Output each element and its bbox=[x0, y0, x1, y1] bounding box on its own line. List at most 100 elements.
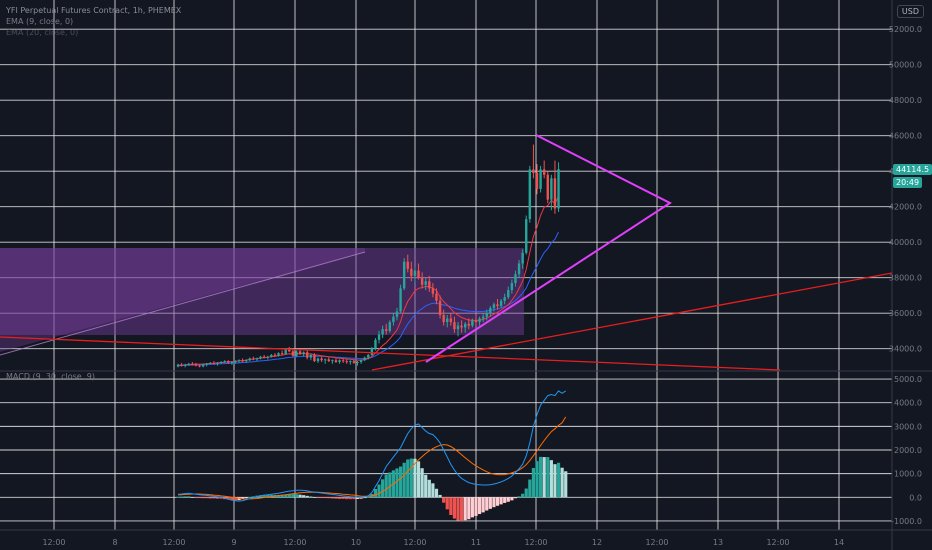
macd-histogram-bar bbox=[413, 458, 417, 498]
macd-legend[interactable]: MACD (9, 30, close, 9) bbox=[6, 372, 95, 381]
candle-body bbox=[237, 360, 241, 362]
candle-body bbox=[259, 356, 262, 359]
macd-histogram-bar bbox=[337, 497, 342, 499]
macd-histogram-bar bbox=[495, 497, 500, 506]
candle-body bbox=[187, 363, 190, 365]
macd-histogram-bar bbox=[528, 479, 532, 498]
candle-body bbox=[474, 320, 478, 323]
candle-body bbox=[176, 364, 180, 367]
candle-body bbox=[345, 361, 348, 363]
candle-body bbox=[528, 169, 532, 220]
macd-histogram-bar bbox=[424, 474, 428, 498]
macd-histogram-bar bbox=[176, 496, 180, 498]
candle-body bbox=[180, 364, 183, 366]
macd-histogram-bar bbox=[334, 497, 338, 499]
time-tick-label: 12:00 bbox=[524, 538, 547, 547]
candle-body bbox=[413, 270, 417, 276]
candle-body bbox=[223, 361, 226, 363]
candle-series bbox=[176, 144, 560, 368]
candle-body bbox=[295, 351, 298, 356]
macd-histogram-bar bbox=[330, 497, 334, 499]
candle-body bbox=[460, 325, 463, 328]
macd-tick-label: 5000.0 bbox=[894, 375, 922, 384]
macd-histogram-bar bbox=[355, 497, 360, 499]
candle-body bbox=[352, 361, 356, 363]
macd-histogram-bar bbox=[488, 497, 492, 509]
candle-body bbox=[316, 358, 320, 362]
time-tick-label: 14 bbox=[834, 538, 844, 547]
macd-histogram-bar bbox=[481, 497, 485, 513]
macd-histogram-bar bbox=[467, 497, 471, 520]
macd-signal-line bbox=[177, 416, 567, 500]
macd-histogram-bar bbox=[298, 494, 302, 498]
time-tick-label: 12 bbox=[592, 538, 602, 547]
candle-body bbox=[456, 325, 460, 330]
candle-body bbox=[248, 358, 251, 361]
macd-histogram-bar bbox=[406, 459, 410, 498]
candle-body bbox=[385, 329, 388, 331]
candle-body bbox=[367, 354, 370, 358]
candle-body bbox=[499, 300, 503, 307]
macd-histogram-bar bbox=[366, 496, 370, 498]
macd-histogram-bar bbox=[492, 497, 496, 508]
candle-body bbox=[428, 281, 431, 289]
trendline-drawings[interactable] bbox=[0, 134, 893, 371]
macd-histogram-bar bbox=[506, 497, 510, 502]
candle-body bbox=[535, 172, 539, 189]
macd-histogram-bar bbox=[564, 471, 568, 498]
candle-body bbox=[363, 357, 366, 361]
macd-histogram-bar bbox=[302, 495, 306, 498]
candle-body bbox=[356, 362, 359, 364]
candle-body bbox=[277, 353, 280, 356]
macd-histogram-bar bbox=[208, 497, 212, 499]
candle-body bbox=[420, 277, 424, 285]
candle-body bbox=[438, 300, 442, 315]
macd-histogram-bar bbox=[449, 497, 453, 515]
candle-body bbox=[410, 268, 413, 276]
candle-body bbox=[270, 354, 273, 357]
macd-histogram-bar bbox=[553, 464, 557, 498]
symbol-title[interactable]: YFI Perpetual Futures Contract, 1h, PHEM… bbox=[6, 6, 182, 15]
candle-body bbox=[298, 351, 302, 355]
macd-tick-label: 1000.0 bbox=[894, 470, 922, 479]
macd-histogram-bar bbox=[416, 461, 421, 498]
candle-body bbox=[273, 354, 277, 356]
macd-histogram-bar bbox=[438, 494, 442, 498]
candle-body bbox=[503, 297, 506, 301]
macd-histogram-bar bbox=[384, 474, 388, 498]
macd-histogram-bar bbox=[291, 494, 295, 498]
candle-body bbox=[313, 354, 316, 362]
macd-histogram-bar bbox=[312, 497, 317, 498]
currency-button[interactable]: USD bbox=[896, 5, 924, 18]
time-axis[interactable]: 12:00 8 12:00 9 12:00 10 12:00 11 12:00 12 12:00 13… bbox=[42, 538, 844, 547]
time-tick-label: 11 bbox=[471, 538, 481, 547]
macd-tick-label: 3000.0 bbox=[894, 422, 922, 431]
ascending-trendline bbox=[371, 272, 893, 371]
macd-histogram-bar bbox=[212, 497, 216, 499]
candle-body bbox=[331, 360, 334, 362]
macd-histogram-bar bbox=[233, 497, 238, 501]
candle-body bbox=[245, 360, 248, 362]
candle-body bbox=[492, 304, 496, 308]
macd-histogram-bar bbox=[345, 497, 349, 500]
macd-histogram-bar bbox=[341, 497, 345, 499]
ema-fast-legend[interactable]: EMA (9, close, 0) bbox=[6, 17, 74, 26]
macd-histogram-bar bbox=[316, 497, 320, 499]
macd-histogram-bar bbox=[179, 496, 184, 498]
macd-histogram-bar bbox=[219, 497, 223, 499]
macd-tick-label: 4000.0 bbox=[894, 399, 922, 408]
macd-histogram-bar bbox=[499, 497, 503, 505]
macd-axis[interactable]: 5000.0 4000.0 3000.0 2000.0 1000.0 0.0 -1000.0 bbox=[891, 375, 922, 526]
candle-body bbox=[435, 293, 438, 301]
price-tick-label: 50000.0 bbox=[889, 61, 922, 70]
ema-slow-legend[interactable]: EMA (20, close, 0) bbox=[6, 28, 79, 37]
macd-histogram-bar bbox=[262, 494, 266, 498]
macd-histogram-bar bbox=[538, 456, 543, 498]
macd-histogram-bar bbox=[323, 497, 327, 499]
macd-histogram-bar bbox=[305, 495, 309, 498]
candle-body bbox=[453, 322, 456, 330]
macd-histogram-bar bbox=[327, 497, 331, 499]
macd-histogram-bar bbox=[463, 497, 467, 521]
